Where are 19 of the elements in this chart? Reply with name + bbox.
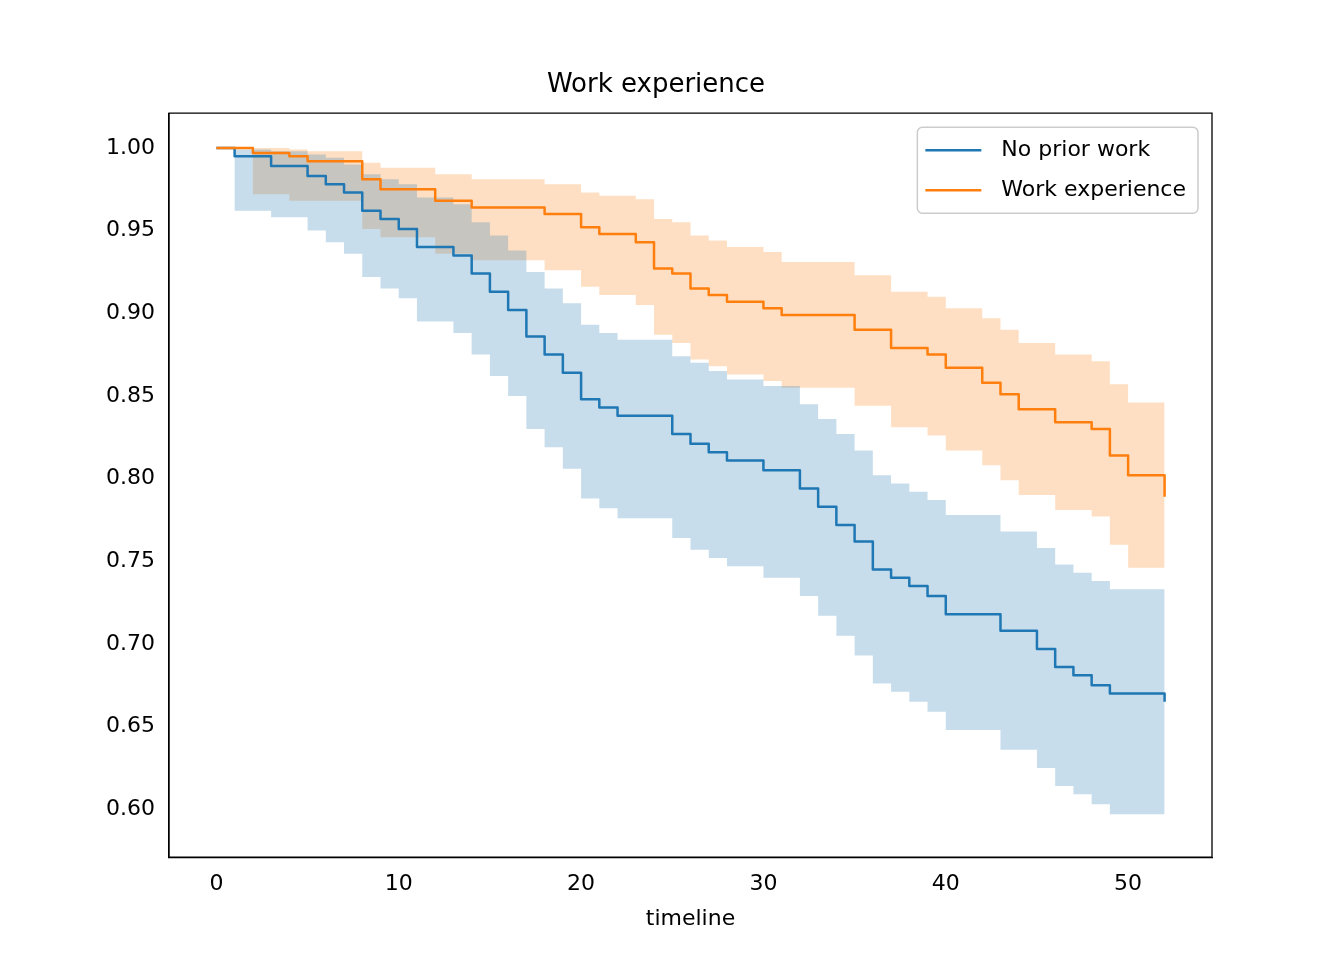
x-tick-label: 50: [1114, 870, 1143, 896]
x-tick-label: 0: [209, 870, 224, 896]
y-tick-label: 1.00: [106, 133, 155, 159]
y-tick-label: 0.80: [106, 464, 155, 490]
y-tick-label: 0.95: [106, 216, 155, 242]
y-tick-label: 0.60: [106, 794, 155, 820]
x-axis-title: timeline: [645, 904, 736, 930]
chart-title: Work experience: [546, 68, 766, 99]
y-tick-label: 0.90: [106, 298, 155, 324]
y-tick-label: 0.85: [106, 381, 155, 407]
x-tick-label: 40: [931, 870, 960, 896]
x-tick-label: 30: [749, 870, 778, 896]
legend-label: No prior work: [1001, 135, 1151, 161]
y-tick-label: 0.70: [106, 629, 155, 655]
y-tick-label: 0.65: [106, 712, 155, 738]
legend-label: Work experience: [1001, 175, 1186, 201]
y-tick-label: 0.75: [106, 546, 155, 572]
x-tick-label: 10: [384, 870, 413, 896]
x-tick-label: 20: [567, 870, 596, 896]
